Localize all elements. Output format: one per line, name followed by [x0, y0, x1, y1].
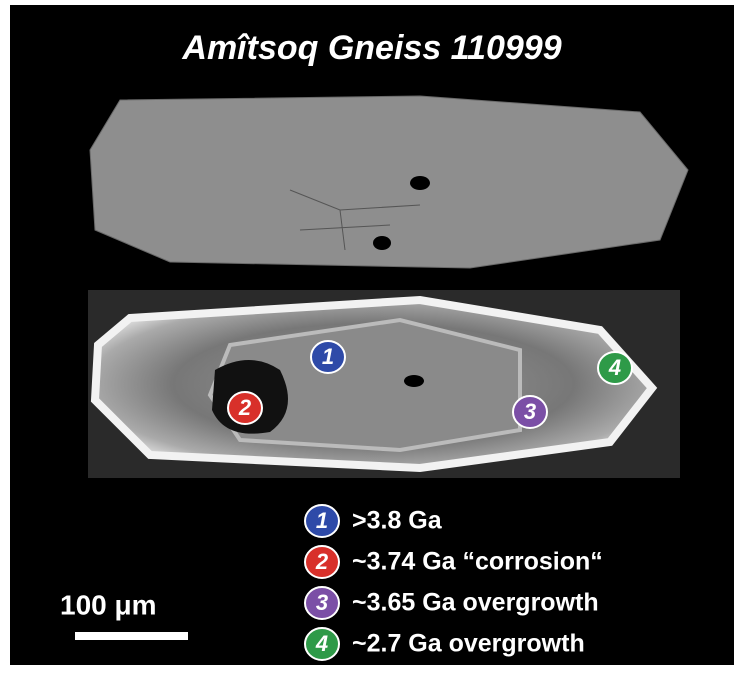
marker-label: 1	[322, 344, 334, 369]
inclusion	[373, 236, 391, 250]
inclusion	[410, 176, 430, 190]
marker-label: 4	[608, 355, 621, 380]
marker-label: 1	[316, 508, 328, 533]
marker-label: 3	[524, 399, 536, 424]
title: Amîtsoq Gneiss 110999	[181, 29, 561, 67]
legend-text: >3.8 Ga	[352, 507, 443, 535]
scale-label: 100 μm	[60, 589, 157, 620]
legend-text: ~3.74 Ga “corrosion“	[352, 548, 603, 576]
marker-label: 4	[315, 631, 328, 656]
legend-text: ~2.7 Ga overgrowth	[352, 630, 585, 658]
marker-label: 3	[316, 590, 328, 615]
inclusion	[404, 375, 424, 387]
scale-bar	[75, 632, 188, 640]
figure: Amîtsoq Gneiss 110999 1 2 3 4 1 >3.8 Ga 2 ~3.7…	[0, 0, 744, 676]
marker-label: 2	[238, 395, 252, 420]
marker-label: 2	[315, 549, 329, 574]
legend-text: ~3.65 Ga overgrowth	[352, 589, 599, 617]
